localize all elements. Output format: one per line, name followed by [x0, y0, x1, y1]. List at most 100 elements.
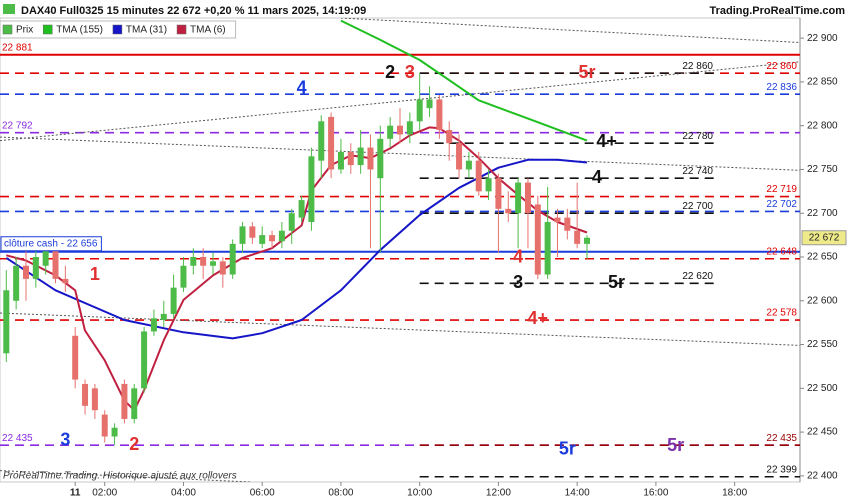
legend: Prix TMA (155) TMA (31) TMA (6)	[0, 20, 237, 39]
candle-body	[229, 243, 236, 275]
candle-body	[131, 388, 138, 419]
y-tick-label: 22 450	[807, 427, 838, 438]
legend-label: TMA (31)	[126, 25, 167, 36]
y-tick-label: 22 900	[807, 33, 838, 44]
candle-body	[505, 208, 512, 214]
trendline	[0, 136, 800, 171]
candle-body	[574, 230, 581, 244]
trendline	[0, 470, 251, 482]
candle-body	[101, 414, 108, 437]
candle-body	[584, 237, 591, 244]
level-label: 22 399	[766, 464, 797, 475]
level-label: 22 620	[682, 271, 713, 282]
x-tick-label: 12:00	[486, 488, 511, 499]
candle-body	[219, 261, 226, 275]
candle-body	[160, 313, 167, 321]
candle-body	[259, 235, 266, 244]
y-tick-label: 22 700	[807, 208, 838, 219]
candle-body	[190, 257, 197, 266]
candle-body	[91, 388, 98, 411]
candle-body	[180, 265, 187, 288]
x-tick-label: 06:00	[250, 488, 275, 499]
annotation: 5r	[608, 272, 625, 292]
candle-body	[239, 226, 246, 244]
candle-body	[406, 121, 413, 135]
trendline	[0, 61, 800, 142]
candle-body	[269, 235, 276, 242]
level-label: 22 881	[2, 42, 33, 53]
annotation: 3	[513, 272, 523, 292]
legend-swatch	[2, 24, 13, 35]
level-label: 22 435	[766, 433, 797, 444]
x-tick-label: 02:00	[92, 488, 117, 499]
candle-body	[249, 226, 256, 238]
candle-body	[62, 278, 69, 284]
legend-swatch	[176, 24, 187, 35]
candle-body	[475, 160, 482, 192]
ma-line	[5, 158, 588, 340]
candle-body	[495, 178, 502, 209]
candle-body	[288, 213, 295, 231]
level-label: 22 860	[682, 61, 713, 72]
candle-body	[200, 257, 207, 266]
last-price-label: 22 672	[809, 232, 840, 243]
candle-body	[328, 116, 335, 170]
y-tick-label: 22 850	[807, 77, 838, 88]
candle-body	[416, 99, 423, 122]
x-tick-label: 14:00	[565, 488, 590, 499]
y-tick-label: 22 400	[807, 471, 838, 482]
annotation: 2	[385, 62, 395, 82]
candle-body	[22, 265, 29, 279]
chart-title: DAX40 Full0325 15 minutes 22 672 +0,20 %…	[21, 5, 366, 17]
candle-body	[554, 217, 561, 222]
x-tick-label: 16:00	[643, 488, 668, 499]
annotation: 4+	[596, 131, 617, 151]
x-tick-label: 08:00	[328, 488, 353, 499]
candle-body	[82, 383, 89, 406]
level-label: 22 719	[766, 184, 797, 195]
candle-body	[465, 160, 472, 170]
legend-label: TMA (6)	[190, 25, 226, 36]
candle-body	[426, 99, 433, 109]
level-label: 22 740	[682, 166, 713, 177]
trendline	[0, 312, 800, 346]
x-tick-label: 10:00	[407, 488, 432, 499]
candle-body	[13, 265, 20, 301]
candle-body	[347, 151, 354, 166]
candle-body	[337, 151, 344, 170]
level-label: 22 578	[766, 308, 797, 319]
y-tick-label: 22 650	[807, 252, 838, 263]
annotation: 1	[90, 264, 100, 284]
candle-body	[170, 287, 177, 314]
candle-body	[3, 290, 10, 354]
candle-body	[32, 257, 39, 279]
level-label-box	[0, 236, 102, 252]
header-icon	[3, 4, 15, 14]
x-tick-label: 11	[70, 488, 81, 499]
candle-body	[357, 147, 364, 166]
candle-body	[72, 335, 79, 380]
level-label: 22 435	[2, 433, 33, 444]
y-tick-label: 22 550	[807, 339, 838, 350]
candle-body	[150, 318, 157, 332]
y-tick-label: 22 600	[807, 295, 838, 306]
last-price-box	[801, 230, 847, 246]
candle-body	[456, 143, 463, 170]
annotation: 3	[405, 62, 415, 82]
level-label: clôture cash - 22 656	[4, 238, 98, 249]
legend-swatch	[42, 24, 53, 35]
candle-body	[534, 204, 541, 275]
level-label: 22 836	[766, 82, 797, 93]
legend-label: TMA (155)	[56, 25, 103, 36]
y-tick-label: 22 800	[807, 120, 838, 131]
candle-body	[515, 182, 522, 214]
ma-line	[6, 126, 588, 412]
annotation: 5r	[667, 435, 684, 455]
candle-body	[485, 178, 492, 192]
legend-swatch	[112, 24, 123, 35]
annotation: 2	[129, 434, 139, 454]
y-tick-label: 22 500	[807, 383, 838, 394]
candle-body	[564, 217, 571, 231]
